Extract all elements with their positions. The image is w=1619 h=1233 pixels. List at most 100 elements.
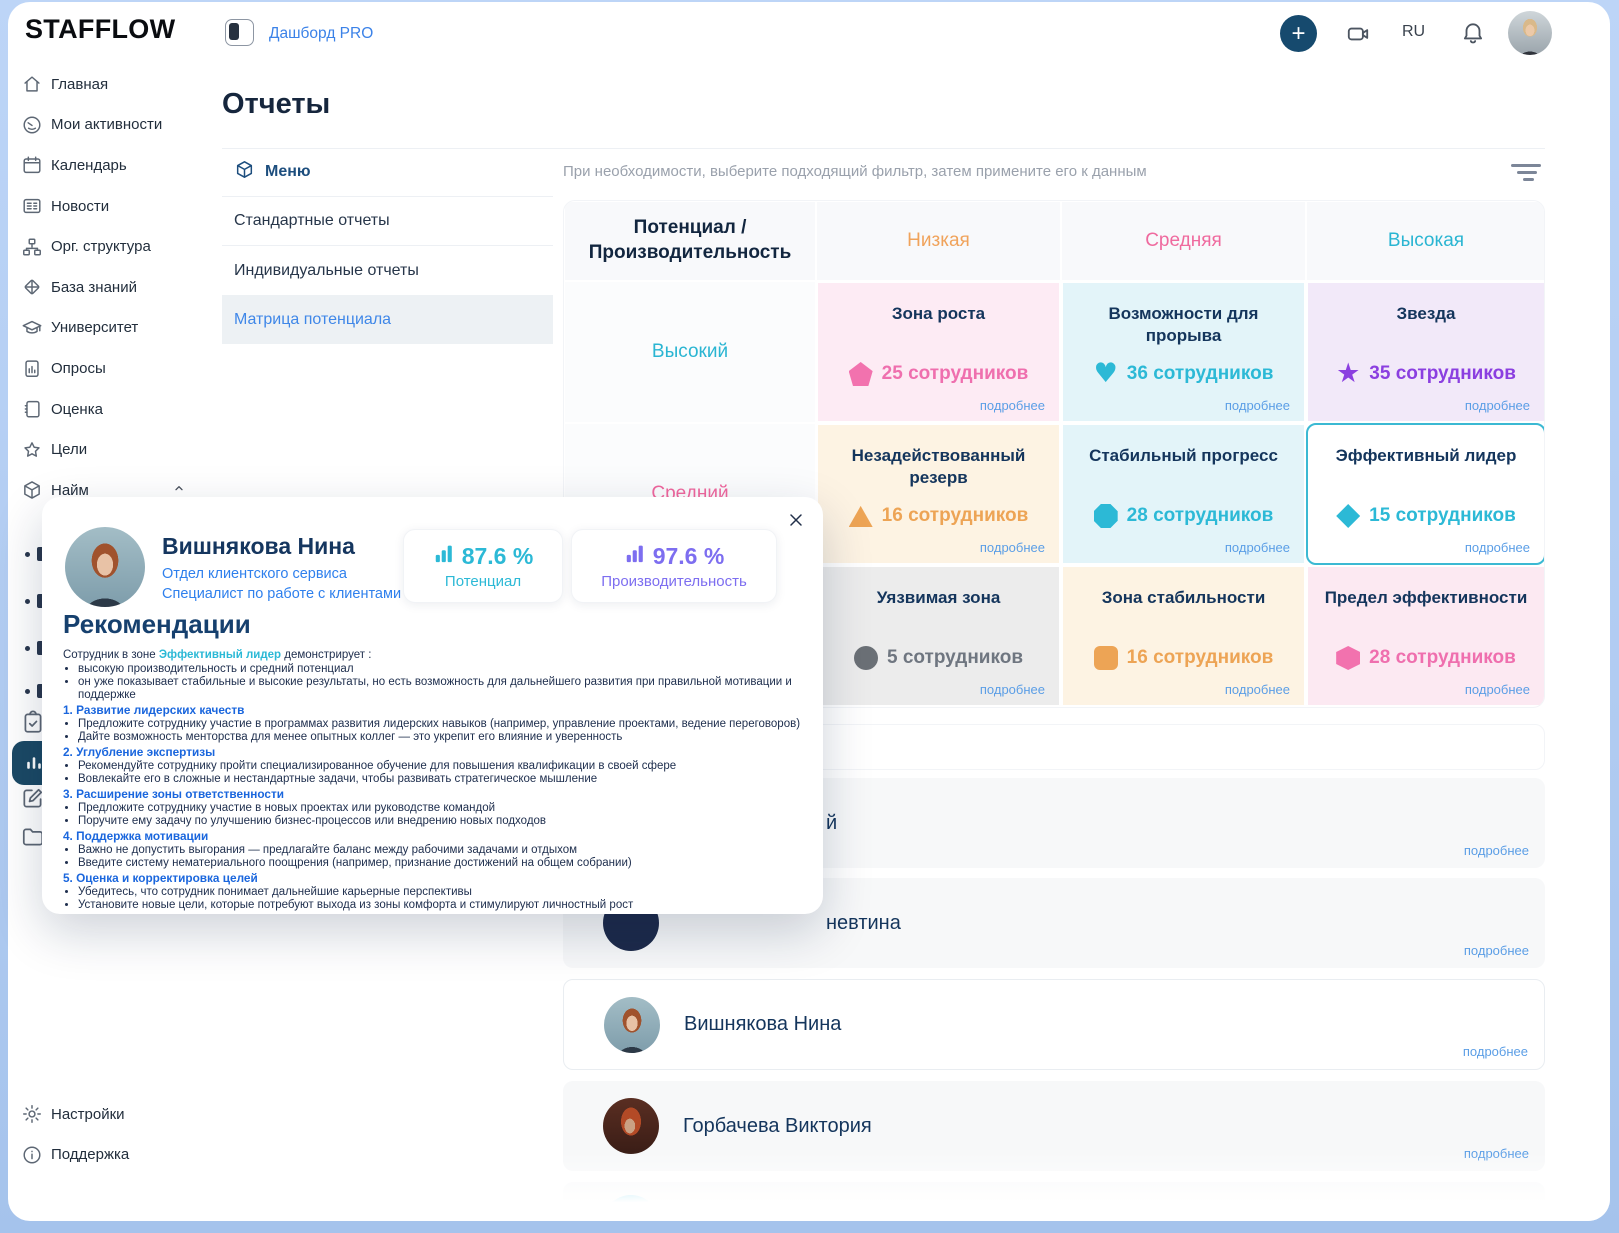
zone-link[interactable]: Эффективный лидер: [158, 649, 282, 661]
matrix-cell-stability-zone[interactable]: Зона стабильности 16 сотрудников подробн…: [1061, 565, 1306, 707]
sidebar-item-knowledge-base[interactable]: База знаний: [8, 267, 205, 308]
close-icon[interactable]: [783, 507, 809, 533]
details-link[interactable]: подробнее: [1463, 843, 1529, 858]
sidebar-item-support[interactable]: Поддержка: [8, 1135, 205, 1176]
activity-gauge-icon: [19, 112, 45, 138]
recommendations-title: Рекомендации: [63, 609, 251, 639]
employee-name: Горбачева Виктория: [683, 1114, 872, 1137]
rec-section-title: 2. Углубление экспертизы: [63, 745, 216, 759]
matrix-cell-unused-reserve[interactable]: Незадействованный резерв 16 сотрудников …: [816, 423, 1061, 565]
matrix-cell-star[interactable]: Звезда ★ 35 сотрудников подробнее: [1306, 281, 1544, 423]
details-link[interactable]: подробнее: [1464, 540, 1530, 555]
sidebar-item-label: Опросы: [51, 359, 106, 377]
details-link[interactable]: подробнее: [1463, 1146, 1529, 1161]
details-link[interactable]: подробнее: [1462, 1044, 1528, 1059]
employee-row[interactable]: Горбачева Виктория подробнее: [563, 1081, 1545, 1171]
matrix-cell-stable-progress[interactable]: Стабильный прогресс 28 сотрудников подро…: [1061, 423, 1306, 565]
matrix-cell-effective-leader[interactable]: Эффективный лидер 15 сотрудников подробн…: [1306, 423, 1544, 565]
news-icon: [19, 193, 45, 219]
employee-role: Специалист по работе с клиентами: [162, 586, 402, 602]
rec-section-title: 5. Оценка и корректировка целей: [63, 871, 258, 885]
sidebar-item-settings[interactable]: Настройки: [8, 1094, 205, 1135]
filter-icon[interactable]: [1511, 163, 1541, 183]
sidebar-item-hiring[interactable]: Найм: [8, 470, 205, 511]
bullet-icon: [25, 689, 30, 694]
sidebar-item-label: Настройки: [51, 1105, 125, 1123]
cube-icon: [19, 477, 45, 503]
sidebar-item-label: База знаний: [51, 278, 137, 296]
dashboard-pro-link[interactable]: Дашборд PRO: [269, 25, 374, 42]
avatar: [603, 1098, 659, 1154]
video-camera-icon[interactable]: [1345, 21, 1371, 52]
details-link[interactable]: подробнее: [1463, 943, 1529, 958]
rec-section-title: 3. Расширение зоны ответственности: [63, 787, 284, 801]
employee-row-selected[interactable]: Вишнякова Нина подробнее: [563, 979, 1545, 1070]
sidebar-item-home[interactable]: Главная: [8, 64, 205, 105]
square-icon: [1093, 646, 1118, 670]
details-link[interactable]: подробнее: [979, 682, 1045, 697]
sidebar-item-activities[interactable]: Мои активности: [8, 105, 205, 146]
matrix-cell-growth-zone[interactable]: Зона роста 25 сотрудников подробнее: [816, 281, 1061, 423]
sidebar-toggle-icon[interactable]: [225, 19, 254, 46]
cell-count: 36 сотрудников: [1126, 363, 1274, 384]
gear-icon: [19, 1101, 45, 1127]
menu-item-individual-reports[interactable]: Индивидуальные отчеты: [234, 261, 419, 279]
avatar: [65, 527, 145, 607]
knowledge-diamond-icon: [19, 274, 45, 300]
cell-count: 35 сотрудников: [1369, 363, 1516, 384]
page-title: Отчеты: [222, 88, 331, 120]
language-switcher[interactable]: RU: [1402, 23, 1426, 40]
stat-value: 97.6 %: [652, 543, 725, 569]
cell-count: 16 сотрудников: [881, 505, 1029, 526]
stat-label: Производительность: [601, 573, 747, 590]
cell-count: 15 сотрудников: [1369, 505, 1516, 526]
details-link[interactable]: подробнее: [979, 398, 1045, 413]
details-link[interactable]: подробнее: [1464, 682, 1530, 697]
stat-value: 87.6 %: [461, 543, 534, 569]
details-link[interactable]: подробнее: [1224, 398, 1290, 413]
add-button[interactable]: +: [1280, 15, 1317, 52]
potential-stat-card: 87.6 % Потенциал: [403, 529, 563, 603]
details-link[interactable]: подробнее: [1464, 398, 1530, 413]
details-link[interactable]: подробнее: [1224, 540, 1290, 555]
matrix-cell-vulnerable-zone[interactable]: Уязвимая зона 5 сотрудников подробнее: [816, 565, 1061, 707]
sidebar-item-university[interactable]: Университет: [8, 308, 205, 349]
menu-item-potential-matrix[interactable]: Матрица потенциала: [222, 295, 553, 344]
org-chart-icon: [19, 234, 45, 260]
performance-stat-card: 97.6 % Производительность: [571, 529, 777, 603]
pencil-square-icon[interactable]: [20, 785, 46, 811]
notebook-icon: [19, 396, 45, 422]
clipboard-check-icon[interactable]: [20, 709, 46, 735]
bell-icon[interactable]: [1460, 20, 1486, 51]
rec-section-title: 1. Развитие лидерских качеств: [63, 703, 245, 717]
sidebar-item-calendar[interactable]: Календарь: [8, 145, 205, 186]
sidebar-bottom: Настройки Поддержка: [8, 1094, 205, 1175]
matrix-cell-breakthrough[interactable]: Возможности для прорыва ♥ 36 сотрудников …: [1061, 281, 1306, 423]
user-avatar[interactable]: [1508, 11, 1552, 55]
details-link[interactable]: подробнее: [1224, 682, 1290, 697]
sidebar-item-surveys[interactable]: Опросы: [8, 348, 205, 389]
sidebar-item-goals[interactable]: Цели: [8, 429, 205, 470]
star-icon: [19, 437, 45, 463]
sidebar-item-label: Найм: [51, 481, 89, 499]
graduation-cap-icon: [19, 315, 45, 341]
home-icon: [19, 71, 45, 97]
sidebar-item-news[interactable]: Новости: [8, 186, 205, 227]
cell-count: 28 сотрудников: [1369, 647, 1516, 668]
rec-section-title: 4. Поддержка мотивации: [63, 829, 209, 843]
pentagon-icon: [848, 362, 873, 386]
details-link[interactable]: подробнее: [979, 540, 1045, 555]
matrix-cell-efficiency-limit[interactable]: Предел эффективности 28 сотрудников подр…: [1306, 565, 1544, 707]
cell-count: 25 сотрудников: [881, 363, 1029, 384]
survey-clipboard-icon: [19, 355, 45, 381]
chevron-up-icon[interactable]: [171, 480, 187, 500]
menu-item-standard-reports[interactable]: Стандартные отчеты: [222, 197, 553, 246]
employee-row[interactable]: [563, 1182, 1545, 1221]
calendar-icon: [19, 152, 45, 178]
rec-intro: Сотрудник в зоне Эффективный лидер демон…: [63, 649, 372, 661]
sidebar-item-assessment[interactable]: Оценка: [8, 389, 205, 430]
app-logo: STAFFLOW: [25, 14, 176, 44]
circle-icon: [853, 646, 878, 670]
sidebar-item-org-structure[interactable]: Орг. структура: [8, 226, 205, 267]
